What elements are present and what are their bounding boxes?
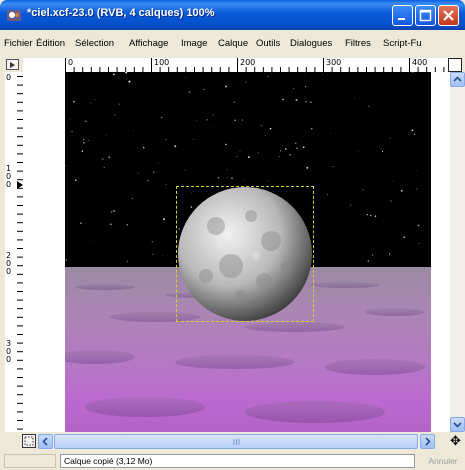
menu-fichier[interactable]: Fichier — [4, 38, 33, 49]
menu-calque[interactable]: Calque — [218, 38, 249, 49]
vertical-ruler: 0 1 0 0 2 0 0 3 0 0 — [5, 72, 24, 432]
pointer-marker-icon — [17, 181, 23, 189]
scroll-down-button[interactable] — [450, 417, 465, 432]
maximize-button[interactable] — [415, 5, 436, 26]
quick-mask-icon — [24, 436, 34, 446]
menu-filtres[interactable]: Filtres — [345, 38, 371, 49]
vruler-label-100: 1 0 0 — [6, 164, 12, 189]
chevron-right-icon — [425, 437, 431, 446]
navigate-icon[interactable]: ✥ — [450, 434, 461, 449]
menu-image[interactable]: Image — [181, 38, 208, 49]
zoom-toggle-button[interactable] — [448, 58, 462, 72]
minimize-button[interactable] — [392, 5, 413, 26]
scroll-left-button[interactable] — [38, 434, 53, 449]
ruler-label-200: 200 — [240, 58, 256, 67]
canvas-margin-right — [431, 72, 453, 432]
pointer-coords-field — [4, 454, 56, 468]
scroll-right-button[interactable] — [420, 434, 435, 449]
horizontal-scrollbar[interactable] — [38, 434, 435, 449]
window-title-bar[interactable]: *ciel.xcf-23.0 (RVB, 4 calques) 100% — [0, 0, 465, 30]
maximize-icon — [419, 9, 432, 22]
image-menu-button[interactable] — [6, 59, 19, 70]
scroll-up-button[interactable] — [450, 72, 465, 87]
quick-mask-toggle[interactable] — [22, 434, 36, 448]
chevron-down-icon — [453, 422, 462, 428]
vertical-scrollbar[interactable] — [450, 72, 465, 432]
grip-icon — [233, 439, 240, 445]
vruler-label-300: 3 0 0 — [6, 339, 12, 364]
status-message: Calque copié (3,12 Mo) — [60, 454, 415, 468]
menu-edition[interactable]: Édition — [36, 38, 66, 49]
close-icon — [443, 10, 454, 21]
moon — [178, 187, 312, 321]
image-canvas[interactable] — [23, 72, 453, 432]
horizontal-ruler: 0 100 200 300 400 — [23, 58, 448, 73]
menu-affichage[interactable]: Affichage — [129, 38, 169, 49]
ruler-label-300: 300 — [326, 58, 342, 67]
horizontal-ruler-ticks — [65, 58, 445, 72]
ruler-label-0: 0 — [68, 58, 74, 67]
window-title: *ciel.xcf-23.0 (RVB, 4 calques) 100% — [27, 7, 215, 19]
ruler-label-400: 400 — [412, 58, 428, 67]
gimp-app-icon — [7, 10, 21, 21]
menu-selection[interactable]: Sélection — [75, 38, 115, 49]
selection-marquee[interactable] — [176, 186, 314, 322]
menu-dialogues[interactable]: Dialogues — [290, 38, 333, 49]
chevron-up-icon — [453, 76, 462, 82]
minimize-icon — [398, 18, 405, 20]
menu-script-fu[interactable]: Script-Fu — [383, 38, 422, 49]
vertical-ruler-ticks — [17, 76, 23, 430]
menu-bar: Fichier Édition Sélection Affichage Imag… — [0, 30, 465, 52]
canvas-margin-left — [23, 72, 65, 432]
ruler-label-100: 100 — [154, 58, 170, 67]
vruler-label-0: 0 — [6, 73, 12, 82]
horizontal-scroll-thumb[interactable] — [54, 434, 418, 449]
vruler-label-200: 2 0 0 — [6, 251, 12, 276]
close-button[interactable] — [438, 5, 459, 26]
cancel-button[interactable]: Annuler — [428, 456, 458, 466]
menu-outils[interactable]: Outils — [256, 38, 281, 49]
chevron-left-icon — [42, 437, 48, 446]
